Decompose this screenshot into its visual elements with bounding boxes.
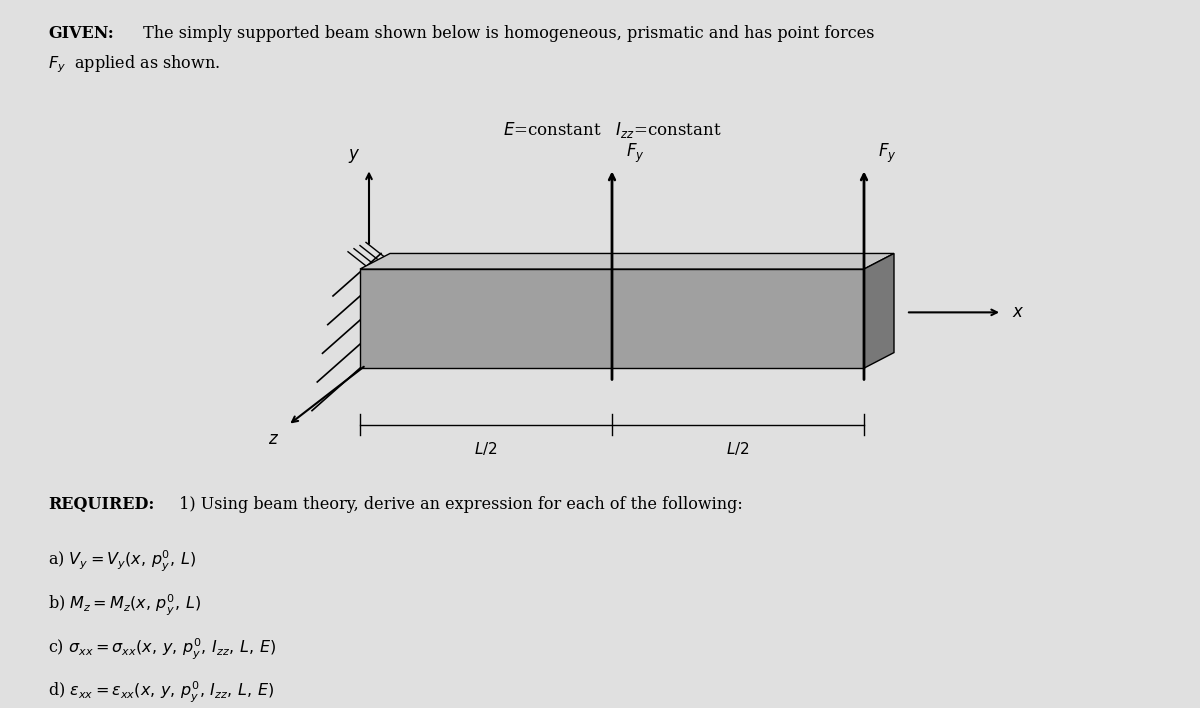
Text: $L/2$: $L/2$ — [726, 440, 750, 457]
Text: $z$: $z$ — [268, 431, 280, 448]
Text: $x$: $x$ — [1012, 304, 1024, 321]
Text: $E$=constant   $I_{zz}$=constant: $E$=constant $I_{zz}$=constant — [503, 120, 721, 140]
Text: d) $\varepsilon_{xx} = \varepsilon_{xx}(x,\, y,\, p_y^0,\, I_{zz},\, L,\, E)$: d) $\varepsilon_{xx} = \varepsilon_{xx}(… — [48, 680, 275, 705]
Text: REQUIRED:: REQUIRED: — [48, 496, 155, 513]
Polygon shape — [864, 253, 894, 368]
Text: 1) Using beam theory, derive an expression for each of the following:: 1) Using beam theory, derive an expressi… — [174, 496, 743, 513]
Text: GIVEN:: GIVEN: — [48, 25, 114, 42]
Text: The simply supported beam shown below is homogeneous, prismatic and has point fo: The simply supported beam shown below is… — [138, 25, 875, 42]
Polygon shape — [360, 253, 894, 269]
Text: $F_y$: $F_y$ — [878, 142, 896, 165]
Text: $L/2$: $L/2$ — [474, 440, 498, 457]
Polygon shape — [360, 269, 864, 368]
Text: c) $\sigma_{xx} = \sigma_{xx}(x,\, y,\, p_y^0,\, I_{zz},\, L,\, E)$: c) $\sigma_{xx} = \sigma_{xx}(x,\, y,\, … — [48, 636, 276, 661]
Text: a) $V_y = V_y(x,\, p_y^0,\, L)$: a) $V_y = V_y(x,\, p_y^0,\, L)$ — [48, 549, 196, 573]
Text: $y$: $y$ — [348, 147, 361, 165]
Text: b) $M_z = M_z(x,\, p_y^0,\, L)$: b) $M_z = M_z(x,\, p_y^0,\, L)$ — [48, 593, 202, 617]
Text: $F_y$  applied as shown.: $F_y$ applied as shown. — [48, 53, 220, 75]
Text: $F_y$: $F_y$ — [626, 142, 644, 165]
